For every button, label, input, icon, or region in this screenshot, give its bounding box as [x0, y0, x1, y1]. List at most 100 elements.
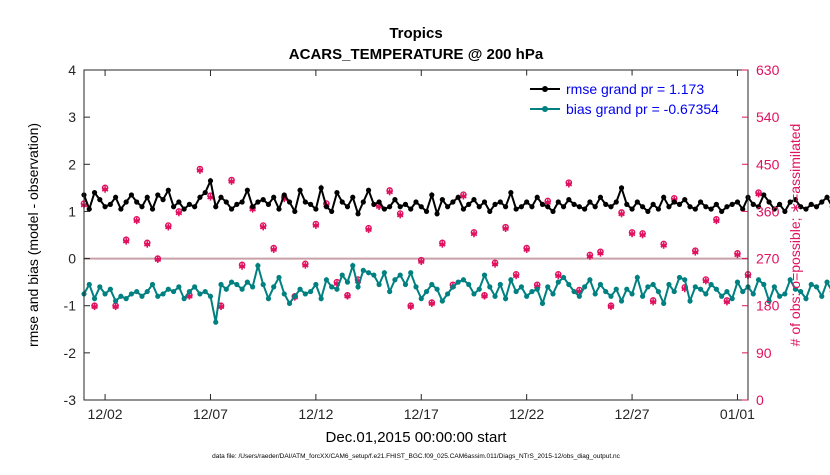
series-0-point — [124, 199, 129, 204]
series-1-point — [129, 291, 134, 296]
series-1-point — [334, 287, 339, 292]
series-1-point — [640, 294, 645, 299]
series-1-point — [593, 291, 598, 296]
series-1-point — [577, 294, 582, 299]
x-tick-label: 01/01 — [720, 406, 755, 422]
series-0-point — [656, 206, 661, 211]
series-0-point — [492, 202, 497, 207]
series-0-point — [508, 190, 513, 195]
series-1-point — [814, 284, 819, 289]
series-0-point — [92, 190, 97, 195]
series-0-point — [693, 206, 698, 211]
series-0-point — [577, 204, 582, 209]
series-0-point — [250, 204, 255, 209]
series-0-point — [308, 202, 313, 207]
series-1-point — [197, 291, 202, 296]
series-1-point — [229, 280, 234, 285]
series-1-point — [492, 294, 497, 299]
series-0-point — [651, 202, 656, 207]
series-0-point — [503, 204, 508, 209]
y-tick-label: 1 — [68, 203, 76, 219]
series-1-point — [629, 291, 634, 296]
series-0-point — [450, 199, 455, 204]
y2-tick-label: 450 — [756, 156, 780, 172]
series-0-point — [366, 188, 371, 193]
series-0-point — [261, 197, 266, 202]
series-1-point — [124, 296, 129, 301]
series-0-point — [661, 195, 666, 200]
series-1-point — [714, 287, 719, 292]
series-0-point — [155, 192, 160, 197]
series-0-point — [292, 209, 297, 214]
series-0-point — [803, 206, 808, 211]
y2-tick-label: 0 — [756, 392, 764, 408]
series-0-point — [150, 206, 155, 211]
series-1-point — [340, 272, 345, 277]
series-1-point — [450, 284, 455, 289]
series-0-point — [134, 199, 139, 204]
series-1-point — [176, 284, 181, 289]
series-1-point — [187, 289, 192, 294]
series-1-point — [614, 287, 619, 292]
series-0-point — [113, 195, 118, 200]
series-0-point — [102, 204, 107, 209]
series-0-point — [166, 188, 171, 193]
series-1-point — [366, 270, 371, 275]
series-0-point — [561, 204, 566, 209]
y-tick-label: 0 — [68, 251, 76, 267]
series-0-point — [229, 206, 234, 211]
y2-tick-label: 630 — [756, 62, 780, 78]
series-1-point — [719, 294, 724, 299]
series-1-point — [371, 272, 376, 277]
series-0-point — [545, 204, 550, 209]
series-1-point — [150, 282, 155, 287]
series-0-point — [566, 197, 571, 202]
y-tick-label: 2 — [68, 156, 76, 172]
series-0-point — [350, 195, 355, 200]
series-1-point — [87, 282, 92, 287]
series-1-point — [651, 282, 656, 287]
series-1-point — [535, 287, 540, 292]
series-0-point — [666, 204, 671, 209]
series-1-point — [271, 284, 276, 289]
series-1-point — [145, 289, 150, 294]
series-0-point — [266, 202, 271, 207]
x-tick-label: 12/27 — [615, 406, 650, 422]
series-1-point — [255, 263, 260, 268]
series-1-point — [598, 282, 603, 287]
y2-tick-label: 90 — [756, 345, 772, 361]
series-1-point — [456, 280, 461, 285]
series-0-point — [719, 209, 724, 214]
series-1-point — [587, 277, 592, 282]
series-1-point — [182, 296, 187, 301]
series-1-point — [756, 277, 761, 282]
series-0-point — [387, 204, 392, 209]
series-0-point — [171, 204, 176, 209]
legend-entry-label: bias grand pr = -0.67354 — [566, 101, 719, 117]
series-0-point — [245, 188, 250, 193]
series-0-point — [672, 199, 677, 204]
series-0-point — [377, 199, 382, 204]
series-1-point — [482, 272, 487, 277]
series-1-point — [419, 296, 424, 301]
series-1-point — [519, 284, 524, 289]
series-1-point — [203, 289, 208, 294]
series-0-point — [477, 204, 482, 209]
series-1-point — [134, 289, 139, 294]
series-1-point — [329, 284, 334, 289]
y-tick-label: 4 — [68, 62, 76, 78]
series-0-point — [814, 204, 819, 209]
series-1-point — [261, 282, 266, 287]
series-1-point — [387, 289, 392, 294]
series-1-point — [561, 275, 566, 280]
series-1-point — [672, 289, 677, 294]
y-tick-label: -3 — [64, 392, 77, 408]
series-1-point — [118, 294, 123, 299]
series-0-point — [176, 199, 181, 204]
series-1-point — [440, 298, 445, 303]
series-0-point — [87, 206, 92, 211]
y2-tick-label: 270 — [756, 251, 780, 267]
series-0-point — [313, 206, 318, 211]
